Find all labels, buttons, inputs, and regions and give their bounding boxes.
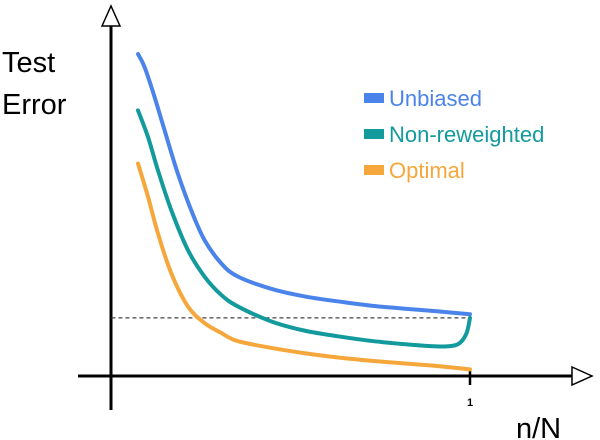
x-tick-label-0: 1 [467, 397, 473, 409]
legend-swatch-unbiased [364, 93, 384, 103]
series-line-unbiased [136, 52, 472, 317]
x-axis-label: n/N [516, 413, 561, 440]
legend-label-non-reweighted: Non-reweighted [389, 122, 544, 147]
series-line-optimal [136, 161, 472, 372]
legend: Unbiased Non-reweighted Optimal [364, 86, 544, 183]
y-axis-label-line-2: Error [2, 89, 67, 121]
series-line-non-reweighted [136, 108, 472, 349]
legend-swatch-non-reweighted [364, 129, 384, 139]
y-axis-label-line-1: Test [2, 47, 55, 79]
x-axis-arrowhead [571, 365, 594, 387]
x-ticks: 1 [467, 368, 473, 409]
y-axis-arrowhead [100, 4, 122, 27]
legend-label-optimal: Optimal [389, 158, 465, 183]
axes [78, 4, 594, 410]
legend-swatch-optimal [364, 165, 384, 175]
legend-label-unbiased: Unbiased [389, 86, 482, 111]
series-group [136, 52, 472, 372]
